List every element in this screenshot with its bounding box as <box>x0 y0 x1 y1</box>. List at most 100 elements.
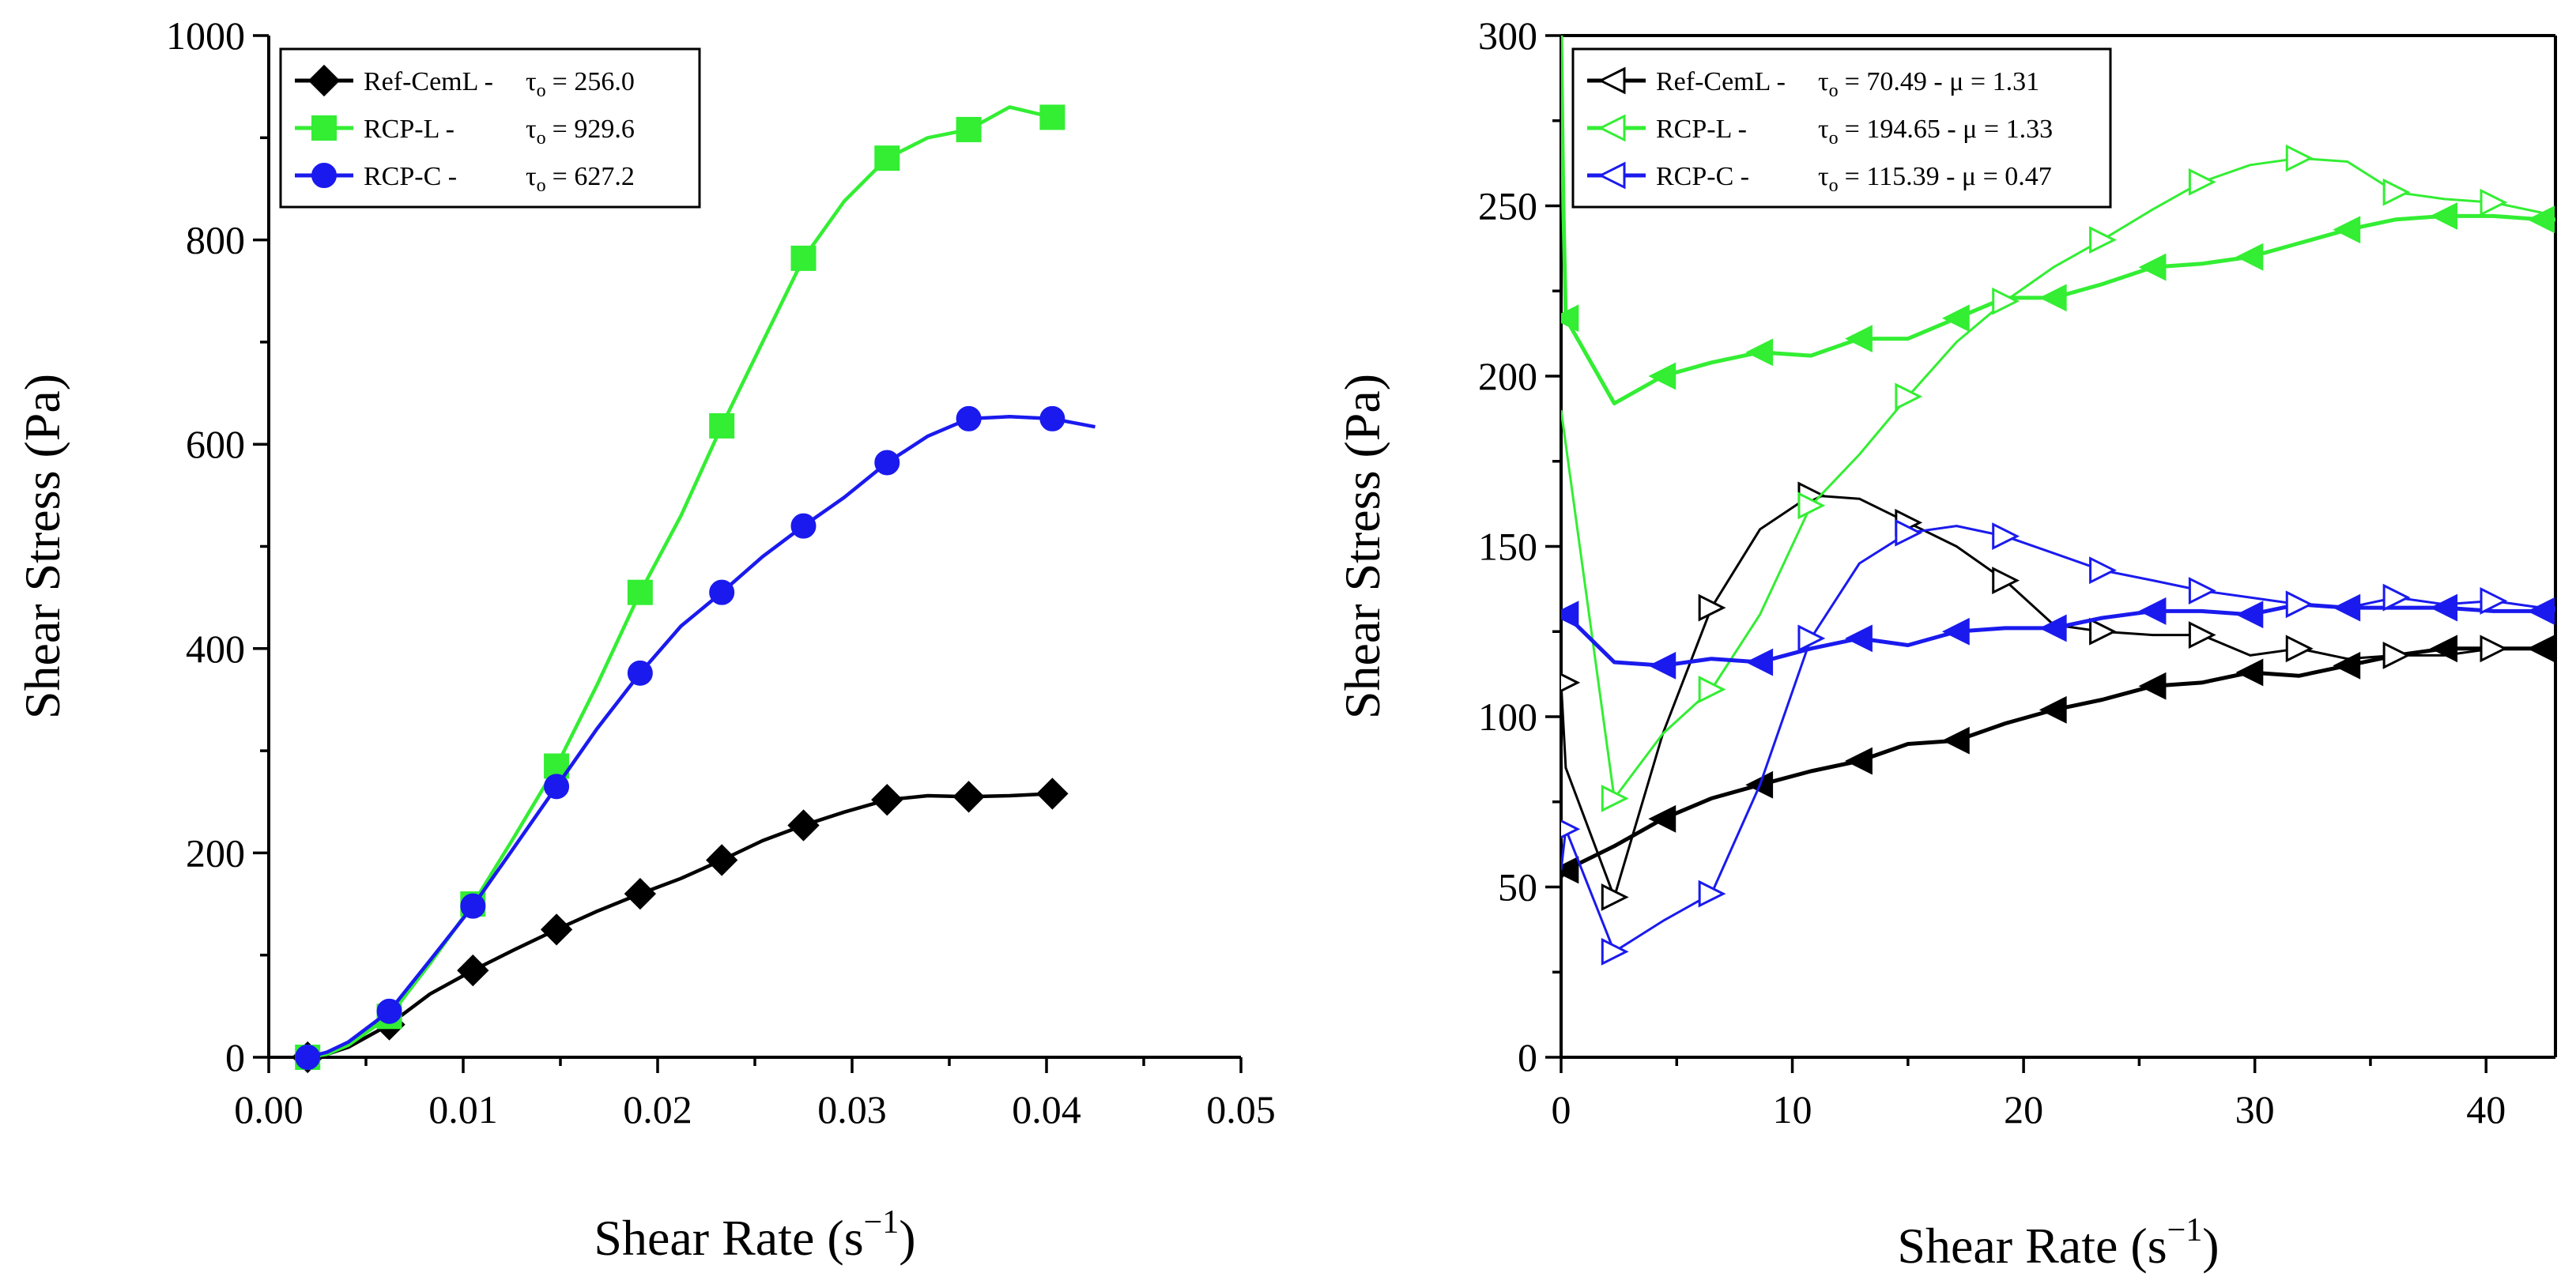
legend-marker <box>1597 66 1626 95</box>
data-point-up <box>2089 556 2117 585</box>
legend-tau-value: = 115.39 - μ = 0.47 <box>1845 162 2052 191</box>
series-up-curve <box>1561 525 2555 953</box>
series-down-curve <box>1561 639 2555 879</box>
data-point-up <box>1895 382 1923 411</box>
legend-box <box>1571 47 2112 209</box>
data-point-up <box>1601 883 1629 911</box>
data-point-up <box>2480 188 2508 217</box>
y-axis-title: Shear Stress (Pa) <box>14 374 70 719</box>
data-point-down <box>1941 617 1970 646</box>
legend-tau-symbol: τ <box>1818 162 1829 191</box>
legend-tau: τo = 627.2 <box>526 162 635 196</box>
data-point <box>624 877 657 910</box>
legend-tau-subscript: o <box>1829 175 1839 196</box>
data-point-down <box>1845 325 1873 353</box>
x-tick-label: 30 <box>2235 1087 2275 1132</box>
legend-entry: RCP-C - τo = 115.39 - μ = 0.47 <box>1587 161 2052 196</box>
y-tick-label: 1000 <box>166 13 245 58</box>
data-point <box>627 660 653 686</box>
data-point-up <box>1895 518 1923 547</box>
legend-label: RCP-L - <box>1656 115 1747 144</box>
x-axis-title-end: ) <box>899 1210 915 1266</box>
y-tick-label: 250 <box>1478 184 1537 228</box>
legend-tau: τo = 194.65 - μ = 1.33 <box>1818 115 2053 149</box>
data-point-down <box>1941 304 1970 333</box>
data-point-down <box>2333 651 2361 680</box>
legend-marker <box>311 115 337 141</box>
data-point <box>1036 778 1069 810</box>
legend-tau-symbol: τ <box>526 162 537 191</box>
x-axis-title-end: ) <box>2202 1218 2219 1274</box>
data-point-up <box>2089 226 2117 254</box>
data-point-up <box>1698 879 1726 908</box>
x-axis-title: Shear Rate (s−1) <box>594 1204 915 1266</box>
y-tick-label: 0 <box>225 1035 245 1079</box>
data-point-down <box>1561 856 1579 884</box>
x-axis-title-main: Shear Rate (s <box>1897 1218 2167 1274</box>
legend-tau-value: = 929.6 <box>553 115 635 144</box>
legend-tau-value: = 256.0 <box>553 67 635 96</box>
legend-tau: τo = 929.6 <box>526 115 635 149</box>
series-up-curve <box>1561 156 2555 800</box>
data-point <box>709 412 735 439</box>
data-point-up <box>1992 567 2020 595</box>
x-axis-title-main: Shear Rate (s <box>594 1210 863 1266</box>
data-point-down <box>1648 804 1676 833</box>
x-axis-title-exponent: −1 <box>864 1204 900 1241</box>
data-point-up <box>1797 491 1826 520</box>
data-point <box>790 513 817 539</box>
data-point-down <box>2138 672 2167 700</box>
data-point-down <box>2333 216 2361 244</box>
data-point <box>709 579 735 605</box>
data-point-up <box>2285 144 2314 172</box>
series-line <box>307 415 1096 1060</box>
legend-tau-value: = 70.49 - μ = 1.31 <box>1845 67 2039 96</box>
x-tick-label: 0.05 <box>1206 1087 1276 1132</box>
y-tick-label: 100 <box>1478 695 1537 739</box>
data-point-down <box>2039 284 2067 312</box>
x-axis-title: Shear Rate (s−1) <box>1897 1212 2219 1274</box>
data-point-down <box>2527 635 2555 663</box>
legend-entry: RCP-C - τo = 627.2 <box>295 162 635 196</box>
legend-marker <box>1597 114 1626 142</box>
data-point <box>1039 104 1065 130</box>
series-ref-ceml <box>292 778 1069 1074</box>
y-axis-title: Shear Stress (Pa) <box>1334 374 1390 719</box>
data-point-down <box>2138 597 2167 625</box>
legend-tau-symbol: τ <box>526 115 537 144</box>
legend-label: RCP-C - <box>1656 162 1749 191</box>
data-point-down <box>1845 624 1873 653</box>
legend-tau-subscript: o <box>537 128 546 149</box>
x-tick-label: 0.02 <box>623 1087 692 1132</box>
x-tick-label: 10 <box>1773 1087 1812 1132</box>
plot-area <box>1561 35 2555 966</box>
data-point-up <box>2382 583 2411 612</box>
data-point <box>874 145 900 171</box>
data-point-up <box>2480 635 2508 663</box>
legend-tau: τo = 256.0 <box>526 67 635 101</box>
data-point-up <box>1561 672 1581 693</box>
y-tick-label: 0 <box>1518 1035 1537 1079</box>
data-point-down <box>2039 614 2067 642</box>
legend-tau-subscript: o <box>1829 81 1839 101</box>
data-point <box>544 774 570 800</box>
data-point-up <box>2285 590 2314 619</box>
y-tick-label: 150 <box>1478 525 1537 569</box>
legend-tau-symbol: τ <box>1818 115 1829 144</box>
x-tick-label: 40 <box>2466 1087 2506 1132</box>
data-point-up <box>2480 587 2508 615</box>
data-point-down <box>2235 658 2264 687</box>
data-point-down <box>2527 205 2555 234</box>
legend-tau-subscript: o <box>537 81 546 101</box>
series-rcp-c <box>1561 518 2555 966</box>
series-line <box>307 792 1053 1060</box>
legend-tau-subscript: o <box>1829 128 1839 149</box>
data-point <box>460 893 486 919</box>
legend-tau: τo = 115.39 - μ = 0.47 <box>1818 162 2052 196</box>
data-point <box>376 998 402 1024</box>
series-down-curve <box>1561 35 2555 405</box>
legend-marker <box>1597 161 1626 190</box>
data-point <box>790 245 817 271</box>
data-point-down <box>1845 747 1873 775</box>
